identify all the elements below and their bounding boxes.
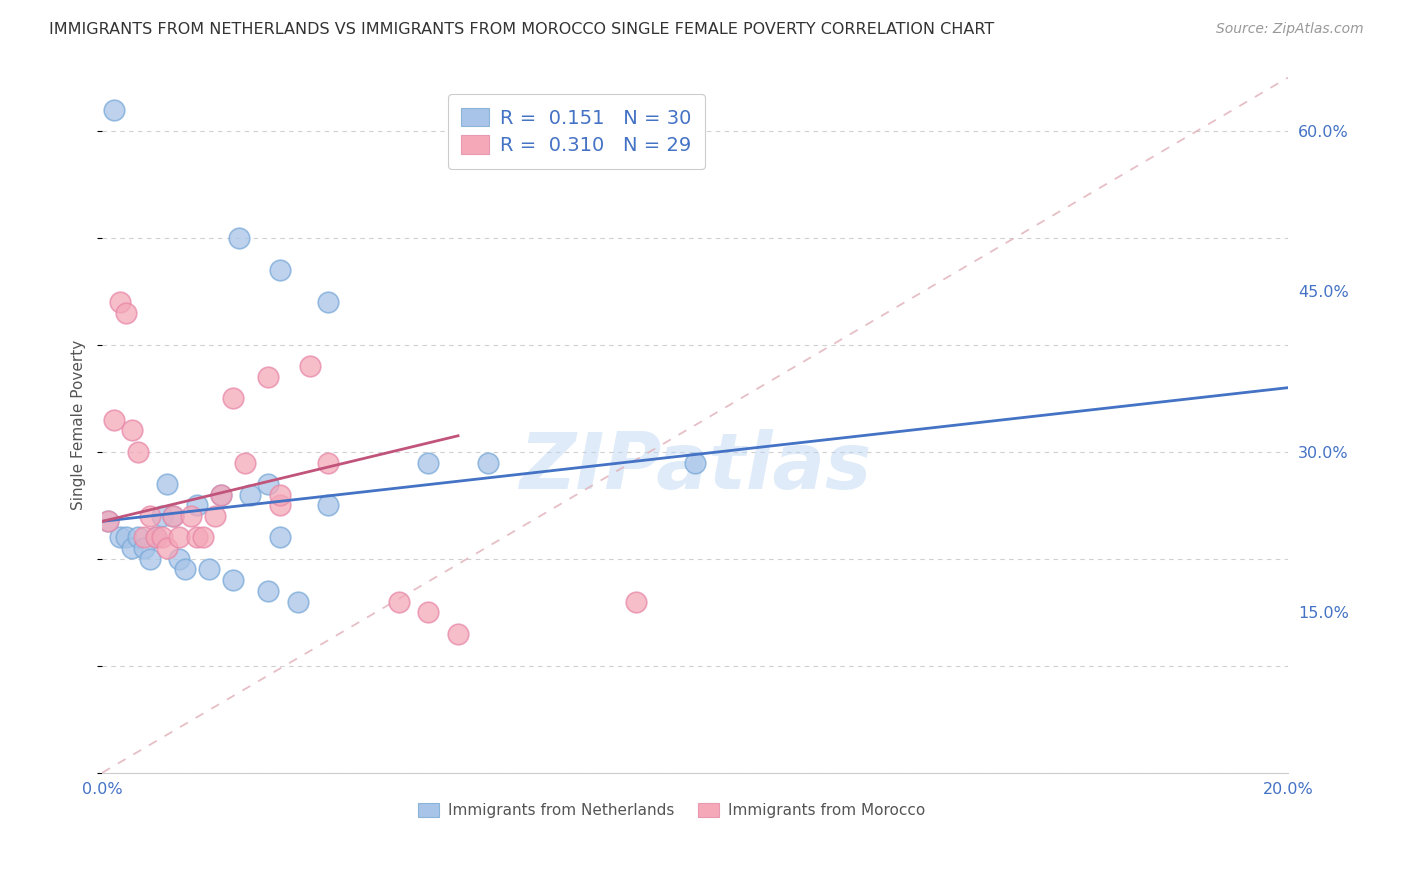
Point	[169, 530, 191, 544]
Point	[97, 514, 120, 528]
Point	[269, 263, 291, 277]
Point	[287, 594, 309, 608]
Point	[316, 295, 339, 310]
Text: Source: ZipAtlas.com: Source: ZipAtlas.com	[1216, 22, 1364, 37]
Point	[418, 456, 440, 470]
Point	[150, 530, 173, 544]
Point	[108, 530, 131, 544]
Point	[162, 508, 184, 523]
Point	[138, 551, 160, 566]
Point	[121, 424, 143, 438]
Point	[186, 498, 208, 512]
Text: ZIPatlas: ZIPatlas	[519, 429, 872, 505]
Point	[169, 551, 191, 566]
Point	[145, 530, 167, 544]
Point	[298, 359, 321, 374]
Point	[418, 605, 440, 619]
Point	[162, 508, 184, 523]
Point	[108, 295, 131, 310]
Point	[132, 530, 155, 544]
Point	[257, 477, 280, 491]
Point	[150, 508, 173, 523]
Point	[127, 530, 149, 544]
Text: IMMIGRANTS FROM NETHERLANDS VS IMMIGRANTS FROM MOROCCO SINGLE FEMALE POVERTY COR: IMMIGRANTS FROM NETHERLANDS VS IMMIGRANT…	[49, 22, 994, 37]
Point	[221, 573, 243, 587]
Point	[180, 508, 202, 523]
Point	[209, 488, 232, 502]
Point	[145, 530, 167, 544]
Point	[115, 530, 138, 544]
Point	[103, 103, 125, 117]
Point	[115, 306, 138, 320]
Point	[221, 392, 243, 406]
Point	[447, 626, 470, 640]
Point	[269, 498, 291, 512]
Point	[103, 413, 125, 427]
Point	[121, 541, 143, 555]
Point	[624, 594, 647, 608]
Point	[97, 514, 120, 528]
Point	[138, 508, 160, 523]
Point	[316, 456, 339, 470]
Point	[127, 445, 149, 459]
Point	[683, 456, 706, 470]
Point	[269, 488, 291, 502]
Point	[156, 541, 179, 555]
Point	[233, 456, 256, 470]
Point	[257, 370, 280, 384]
Legend: Immigrants from Netherlands, Immigrants from Morocco: Immigrants from Netherlands, Immigrants …	[412, 797, 931, 824]
Point	[204, 508, 226, 523]
Point	[186, 530, 208, 544]
Point	[132, 541, 155, 555]
Point	[191, 530, 214, 544]
Point	[239, 488, 262, 502]
Point	[316, 498, 339, 512]
Point	[209, 488, 232, 502]
Point	[269, 530, 291, 544]
Point	[257, 583, 280, 598]
Point	[477, 456, 499, 470]
Point	[228, 231, 250, 245]
Point	[156, 477, 179, 491]
Point	[198, 562, 221, 576]
Point	[174, 562, 197, 576]
Y-axis label: Single Female Poverty: Single Female Poverty	[72, 340, 86, 510]
Point	[388, 594, 411, 608]
